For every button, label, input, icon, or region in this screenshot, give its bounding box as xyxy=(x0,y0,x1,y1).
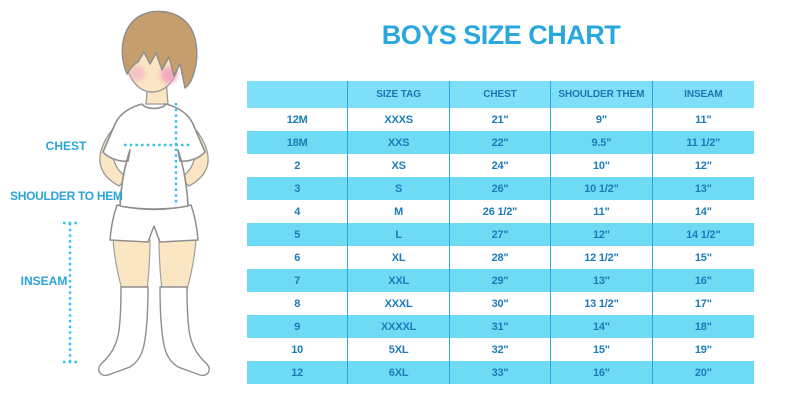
table-cell: 6 xyxy=(247,246,349,269)
table-cell: 27" xyxy=(450,223,552,246)
table-cell: 9" xyxy=(551,108,653,131)
table-cell: 16" xyxy=(694,274,712,287)
table-cell: 32" xyxy=(450,338,552,361)
table-row: 12M XXXS 21" 9" 11" xyxy=(247,108,754,131)
table-cell: 21" xyxy=(450,108,552,131)
table-cell: M xyxy=(348,200,450,223)
table-cell: 12" xyxy=(551,223,653,246)
table-cell: 13" xyxy=(551,269,653,292)
table-cell: 18M xyxy=(247,131,349,154)
table-cell: 8 xyxy=(247,292,349,315)
shoulder-to-hem-label: SHOULDER TO HEM xyxy=(10,189,123,203)
table-row: 3 S 26" 10 1/2" 13" xyxy=(247,177,754,200)
table-cell: 5XL xyxy=(348,338,450,361)
table-cell: XXXXL xyxy=(348,315,450,338)
boy-shorts xyxy=(109,204,199,243)
table-cell: XXL xyxy=(348,269,450,292)
table-cell: 15" xyxy=(551,338,653,361)
size-table: SIZE TAG CHEST SHOULDER THEM INSEAM 12M XXXS 2… xyxy=(247,81,754,384)
table-cell: 20" xyxy=(694,366,712,379)
table-row: 2 XS 24" 10" 12" xyxy=(247,154,754,177)
table-row: 6 XL 28" 12 1/2" 15" xyxy=(247,246,754,269)
table-cell: 19" xyxy=(694,343,712,356)
table-cell: 12" xyxy=(694,159,712,172)
table-row: 9 XXXXL 31" 14" 18" xyxy=(247,315,754,338)
table-cell: 10 1/2" xyxy=(551,177,653,200)
table-cell: 15" xyxy=(694,251,712,264)
table-header-row: SIZE TAG CHEST SHOULDER THEM INSEAM xyxy=(247,81,754,108)
table-cell: 33" xyxy=(450,361,552,384)
table-row: 7 XXL 29" 13" 16" xyxy=(247,269,754,292)
table-cell: 9 xyxy=(247,315,349,338)
boy-illustration xyxy=(63,10,210,377)
boy-leg-left xyxy=(112,237,151,291)
table-cell: 31" xyxy=(450,315,552,338)
table-cell: 5 xyxy=(247,223,349,246)
table-cell: 10" xyxy=(551,154,653,177)
boy-hair xyxy=(121,10,198,89)
table-row: 8 XXXL 30" 13 1/2" 17" xyxy=(247,292,754,315)
chest-label: CHEST xyxy=(45,139,87,153)
table-cell: S xyxy=(348,177,450,200)
inseam-label: INSEAM xyxy=(20,274,68,288)
boy-shirt xyxy=(102,103,206,210)
table-cell: 13 1/2" xyxy=(551,292,653,315)
table-cell: 4 xyxy=(247,200,349,223)
boy-sock-right xyxy=(159,286,210,377)
table-row: 5 L 27" 12" 14 1/2" xyxy=(247,223,754,246)
table-cell: 26 1/2" xyxy=(450,200,552,223)
table-cell: XXXS xyxy=(348,108,450,131)
table-cell: 30" xyxy=(450,292,552,315)
table-cell: XXXL xyxy=(348,292,450,315)
table-cell: 14" xyxy=(551,315,653,338)
table-cell: XXS xyxy=(348,131,450,154)
table-cell: XS xyxy=(348,154,450,177)
table-cell: 14 1/2" xyxy=(686,228,721,241)
table-cell: 10 xyxy=(247,338,349,361)
table-cell: 28" xyxy=(450,246,552,269)
table-cell: 12M xyxy=(247,108,349,131)
table-cell: 24" xyxy=(450,154,552,177)
table-row: 4 M 26 1/2" 11" 14" xyxy=(247,200,754,223)
table-cell: L xyxy=(348,223,450,246)
header-cell: CHEST xyxy=(450,81,552,108)
boy-leg-right xyxy=(158,237,197,291)
header-cell: SHOULDER THEM xyxy=(551,81,653,108)
table-cell: 17" xyxy=(694,297,712,310)
table-cell: 11" xyxy=(551,200,653,223)
table-cell: 11" xyxy=(695,113,712,126)
header-cell xyxy=(247,81,349,108)
page-title: BOYS SIZE CHART xyxy=(381,20,621,50)
table-cell: 6XL xyxy=(348,361,450,384)
table-cell: 22" xyxy=(450,131,552,154)
table-cell: 29" xyxy=(450,269,552,292)
table-cell: 13" xyxy=(694,182,712,195)
table-cell: XL xyxy=(348,246,450,269)
table-cell: 7 xyxy=(247,269,349,292)
table-cell: 9.5" xyxy=(551,131,653,154)
table-row: 12 6XL 33" 16" 20" xyxy=(247,361,754,384)
table-cell: 2 xyxy=(247,154,349,177)
table-row: 18M XXS 22" 9.5" 11 1/2" xyxy=(247,131,754,154)
table-row: 10 5XL 32" 15" 19" xyxy=(247,338,754,361)
boy-cheek-left xyxy=(129,65,145,81)
table-cell: 16" xyxy=(551,361,653,384)
header-cell: INSEAM xyxy=(684,89,723,100)
boy-sock-left xyxy=(98,286,149,377)
table-cell: 12 1/2" xyxy=(551,246,653,269)
table-cell: 26" xyxy=(450,177,552,200)
header-cell: SIZE TAG xyxy=(348,81,450,108)
boy-measurement-figure: CHEST SHOULDER TO HEM INSEAM xyxy=(0,0,250,400)
table-cell: 14" xyxy=(694,205,712,218)
table-cell: 12 xyxy=(247,361,349,384)
table-cell: 11 1/2" xyxy=(686,136,721,149)
table-cell: 3 xyxy=(247,177,349,200)
table-cell: 18" xyxy=(694,320,712,333)
